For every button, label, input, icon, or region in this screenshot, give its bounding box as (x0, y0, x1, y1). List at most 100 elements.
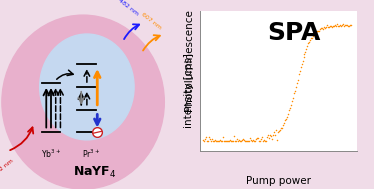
Point (226, 139, 232, 142)
Point (291, 92, 297, 95)
Point (237, 139, 243, 142)
Point (218, 139, 224, 142)
Point (346, 25, 352, 28)
Text: SPA: SPA (268, 21, 321, 45)
Point (210, 139, 216, 142)
Point (223, 139, 229, 142)
Point (322, 27, 328, 30)
Point (341, 25, 347, 28)
Text: 607 nm: 607 nm (140, 12, 162, 30)
Text: Pump power: Pump power (246, 176, 311, 186)
Point (300, 60, 306, 63)
Point (261, 138, 267, 141)
Point (337, 23, 343, 26)
Point (271, 130, 277, 133)
Point (332, 24, 338, 27)
Text: NaYF$_4$: NaYF$_4$ (73, 164, 116, 180)
Point (209, 138, 215, 141)
Point (319, 26, 325, 29)
Point (283, 115, 289, 119)
Point (274, 139, 280, 142)
Point (216, 139, 222, 142)
Point (259, 136, 265, 139)
Point (348, 23, 354, 26)
Point (318, 27, 324, 30)
Point (289, 99, 295, 102)
Point (279, 127, 285, 130)
Point (345, 24, 351, 27)
Point (344, 23, 350, 26)
Point (301, 53, 307, 56)
Point (257, 139, 263, 142)
Point (203, 136, 209, 139)
Point (301, 56, 307, 59)
Ellipse shape (2, 15, 164, 189)
Point (241, 139, 247, 142)
Point (335, 24, 341, 27)
Point (239, 139, 245, 142)
Point (202, 138, 208, 141)
Point (303, 47, 309, 50)
Point (276, 130, 282, 133)
Point (330, 24, 336, 27)
Point (217, 139, 223, 142)
Point (280, 124, 286, 127)
Point (289, 96, 295, 99)
Point (339, 24, 345, 27)
Point (221, 139, 227, 142)
Point (230, 139, 236, 142)
Point (329, 26, 335, 29)
Point (236, 139, 242, 142)
Point (295, 73, 301, 76)
Point (228, 139, 234, 142)
Point (321, 27, 327, 30)
Text: 852 nm: 852 nm (0, 158, 15, 177)
Point (275, 130, 280, 133)
Point (219, 139, 225, 142)
Point (232, 139, 238, 142)
Point (255, 136, 261, 139)
Point (304, 44, 310, 47)
Point (254, 136, 260, 139)
Point (327, 25, 333, 28)
Point (264, 135, 270, 138)
Point (238, 139, 244, 142)
Point (244, 139, 250, 142)
Point (270, 134, 276, 137)
Point (298, 62, 304, 65)
Point (206, 135, 212, 138)
Point (267, 134, 273, 137)
Point (243, 139, 249, 142)
Point (315, 30, 321, 33)
Point (285, 113, 291, 116)
Point (315, 29, 321, 32)
Point (334, 23, 340, 26)
Point (201, 139, 207, 142)
Point (252, 139, 258, 142)
Point (231, 135, 237, 138)
Point (310, 34, 316, 37)
Point (208, 139, 214, 142)
Point (225, 139, 231, 142)
Point (263, 139, 269, 142)
Point (286, 106, 292, 109)
Point (269, 137, 275, 140)
Point (292, 89, 298, 92)
Point (258, 138, 264, 141)
Ellipse shape (40, 34, 134, 140)
Point (318, 27, 324, 30)
Point (262, 139, 268, 142)
Point (292, 85, 298, 88)
Point (336, 24, 342, 27)
Point (214, 139, 220, 142)
Point (325, 26, 331, 29)
Point (282, 119, 288, 122)
Point (309, 37, 315, 40)
Point (278, 127, 283, 130)
Point (242, 139, 248, 142)
Text: intensity [cps]: intensity [cps] (184, 53, 194, 128)
Point (307, 38, 313, 41)
Text: Yb$^{3+}$: Yb$^{3+}$ (41, 147, 61, 160)
Point (316, 29, 322, 32)
Point (328, 25, 334, 28)
